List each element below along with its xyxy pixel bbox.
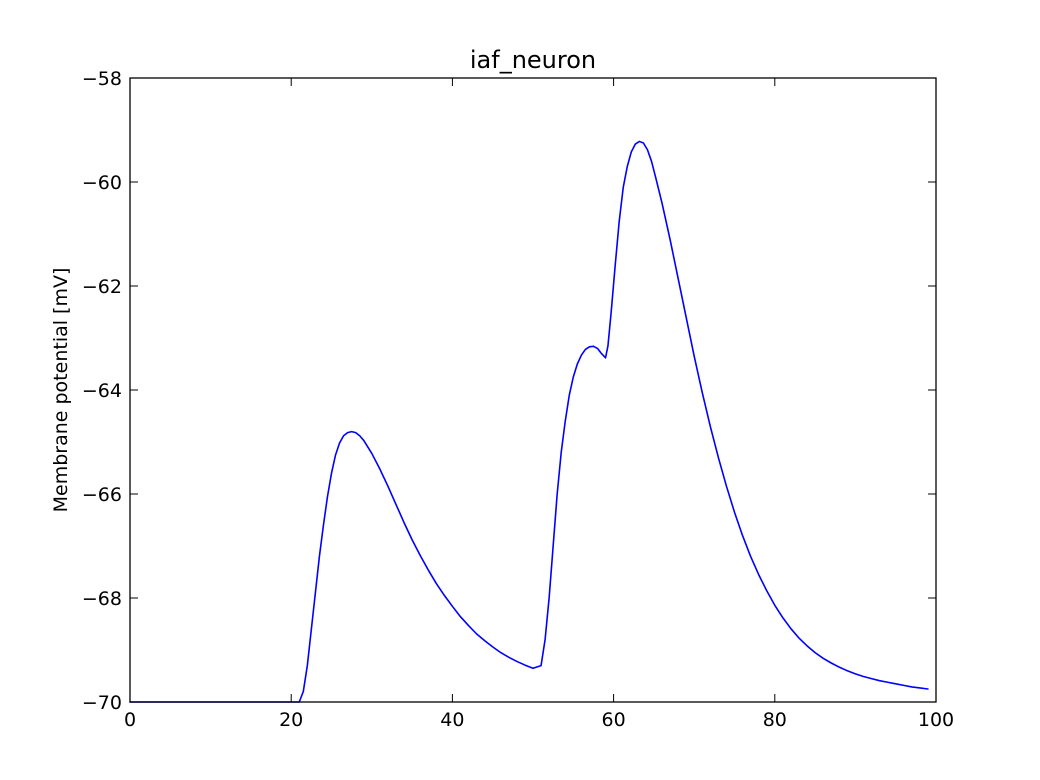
y-tick-label: −70 [82,692,122,714]
x-tick-label: 60 [602,709,626,731]
series-layer [129,140,929,703]
ticks-layer: 0 20 40 60 80 100 −70 −68 −66 −64 −62 −60 −58 [82,68,954,731]
x-tick-label: 20 [279,709,303,731]
y-tick-label: −60 [82,172,122,194]
x-tick-label: 40 [440,709,464,731]
y-tick-label: −58 [82,68,122,90]
y-tick-label: −62 [82,276,122,298]
chart-title: iaf_neuron [470,46,596,74]
y-axis-label: Membrane potential [mV] [50,268,72,513]
y-tick-label: −64 [82,380,122,402]
plot-area-frame [129,77,937,703]
y-tick-label: −66 [82,484,122,506]
x-tick-label: 0 [124,709,136,731]
series-line [129,140,929,703]
y-tick-label: −68 [82,588,122,610]
x-tick-label: 80 [763,709,787,731]
x-tick-label: 100 [918,709,954,731]
